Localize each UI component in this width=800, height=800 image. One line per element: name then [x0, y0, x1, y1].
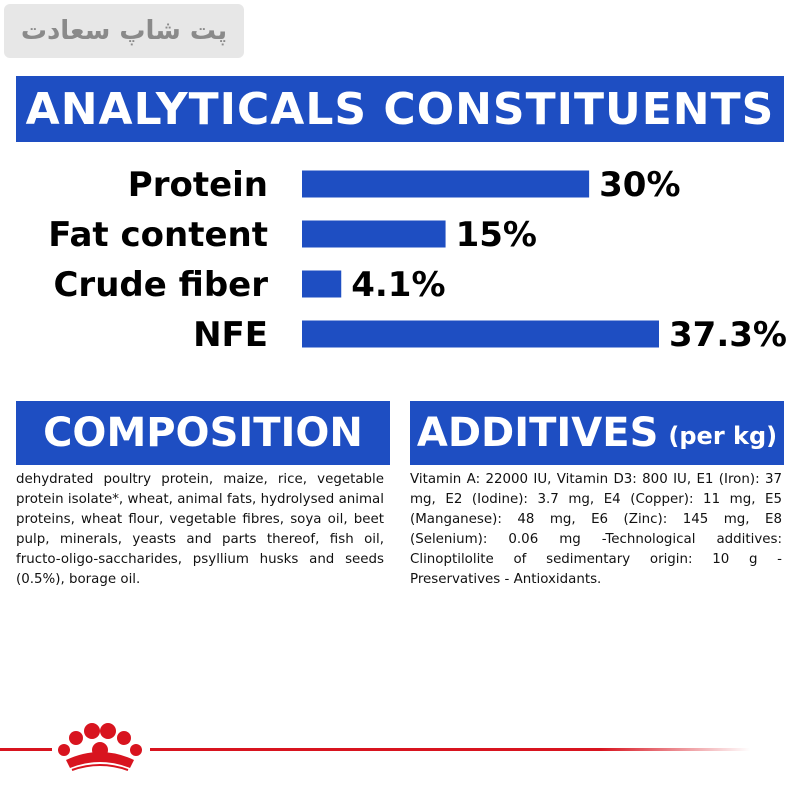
composition-text: dehydrated poultry protein, maize, rice,… [16, 472, 384, 587]
bar-value-label: 15% [456, 215, 537, 255]
footer-line-right [150, 748, 750, 751]
analytics-title-banner: ANALYTICALS CONSTITUENTS [16, 76, 784, 142]
analytics-bar-chart: Protein 30% Fat content 15% Crude fiber 4.1% N… [0, 150, 800, 370]
bar-value-label: 30% [599, 165, 680, 205]
bar [302, 270, 342, 298]
bar-category-label: Crude fiber [53, 265, 268, 305]
additives-title-banner: ADDITIVES (per kg) [410, 401, 784, 465]
bar-category-label: NFE [193, 315, 268, 355]
composition-title: COMPOSITION [43, 410, 363, 456]
watermark-text: پت شاپ سعادت [20, 16, 228, 46]
bar [302, 170, 590, 198]
analytics-title: ANALYTICALS CONSTITUENTS [25, 83, 775, 135]
additives-title: ADDITIVES [416, 410, 659, 456]
bar [302, 320, 659, 348]
additives-text: Vitamin A: 22000 IU, Vitamin D3: 800 IU,… [410, 472, 782, 587]
royal-canin-crown-icon [58, 723, 142, 771]
composition-title-banner: COMPOSITION [16, 401, 390, 465]
bar-category-label: Protein [128, 165, 268, 205]
bar-category-label: Fat content [48, 215, 268, 255]
watermark: پت شاپ سعادت [4, 4, 244, 58]
footer-line-left [0, 748, 52, 751]
bar-value-label: 37.3% [669, 315, 787, 355]
chart-svg: Protein 30% Fat content 15% Crude fiber 4.1% N… [48, 165, 787, 355]
bar [302, 220, 446, 248]
bar-value-label: 4.1% [351, 265, 445, 305]
additives-title-suffix: (per kg) [668, 422, 778, 450]
